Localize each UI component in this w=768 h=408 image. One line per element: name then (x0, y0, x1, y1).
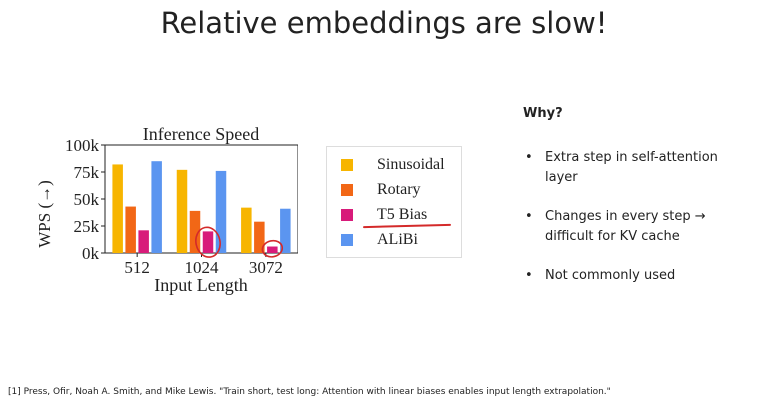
x-tick-label: 1024 (185, 258, 220, 277)
y-tick-label: 75k (74, 163, 100, 182)
legend-swatch-t5-bias (341, 209, 353, 221)
bar-sinusoidal-3072 (241, 207, 252, 253)
plot-area: 0k 25k 50k 75k 100k 512 1024 3072 (65, 136, 291, 277)
chart-title: Inference Speed (143, 124, 259, 144)
why-heading: Why? (523, 106, 563, 121)
bullet-text: Changes in every step → difficult for KV… (545, 209, 706, 244)
legend-item-sinusoidal: Sinusoidal (341, 155, 445, 175)
bullet-dot: • (525, 150, 533, 165)
hand-drawn-circle-annotation (195, 226, 221, 258)
bullet-dot: • (525, 209, 533, 224)
bar-rotary-1024 (189, 210, 201, 253)
bullet-dot: • (525, 268, 533, 283)
x-tick-label: 3072 (249, 258, 283, 277)
legend-swatch-sinusoidal (341, 159, 353, 171)
legend-label-alibi: ALiBi (377, 231, 418, 248)
bar-alibi-3072 (280, 208, 291, 253)
slide-title: Relative embeddings are slow! (160, 6, 608, 40)
bar-alibi-1024 (215, 170, 227, 253)
x-axis-label: Input Length (154, 275, 247, 295)
y-tick-label: 0k (82, 244, 100, 263)
bullet-text: Extra step in self-attention layer (545, 150, 718, 185)
y-tick-label: 25k (74, 217, 100, 236)
legend-swatch-rotary (341, 184, 353, 196)
bar-rotary-3072 (254, 221, 265, 253)
legend-label-sinusoidal: Sinusoidal (377, 156, 445, 173)
chart-legend: Sinusoidal Rotary T5 Bias ALiBi (326, 146, 462, 258)
legend-item-rotary: Rotary (341, 180, 421, 200)
reference-footnote: [1] Press, Ofir, Noah A. Smith, and Mike… (8, 387, 611, 397)
legend-item-t5-bias: T5 Bias (341, 205, 427, 225)
bullet-text: Not commonly used (545, 268, 676, 283)
legend-swatch-alibi (341, 234, 353, 246)
y-axis-label: WPS (→) (35, 180, 54, 248)
x-tick-label: 512 (124, 258, 150, 277)
bullet-item: • Changes in every step → difficult for … (523, 207, 753, 247)
bar-t5-bias-3072 (267, 246, 278, 253)
y-tick-label: 50k (74, 190, 100, 209)
bar-sinusoidal-1024 (176, 169, 188, 253)
legend-label-rotary: Rotary (377, 181, 421, 198)
why-bullet-list: • Extra step in self-attention layer • C… (523, 148, 753, 305)
legend-item-alibi: ALiBi (341, 230, 418, 250)
bar-t5-bias-512 (138, 230, 149, 253)
y-tick-label: 100k (65, 136, 100, 155)
bar-t5-bias-1024 (202, 231, 214, 253)
bar-alibi-512 (151, 161, 162, 253)
bullet-item: • Extra step in self-attention layer (523, 148, 753, 188)
bullet-item: • Not commonly used (523, 266, 753, 286)
bar-sinusoidal-512 (112, 164, 123, 253)
hand-drawn-circle-annotation (261, 239, 284, 258)
bar-rotary-512 (125, 206, 136, 253)
inference-speed-chart: Inference Speed WPS (→) Input Length 0k 2… (35, 124, 298, 295)
legend-label-t5-bias: T5 Bias (377, 206, 428, 223)
